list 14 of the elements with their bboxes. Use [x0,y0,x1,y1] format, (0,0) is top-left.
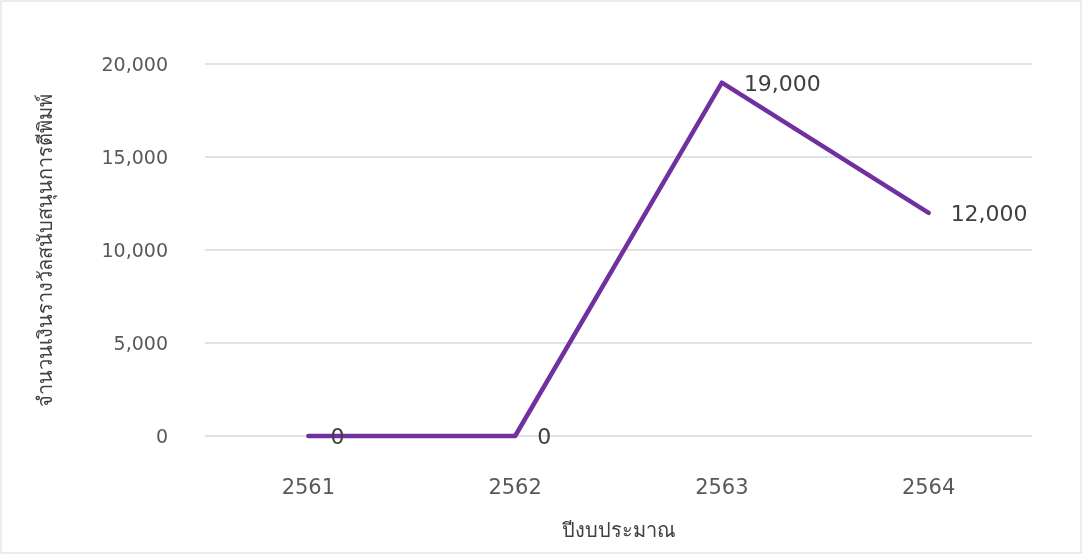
y-axis-title: จำนวนเงินรางวัลสนับสนุนการตีพิมพ์ [33,93,58,407]
x-tick-label: 2561 [281,475,336,499]
y-tick-label: 10,000 [101,239,168,261]
x-axis-title: ปีงบประมาณ [561,518,676,542]
x-tick-label: 2564 [901,475,956,499]
x-tick-label: 2563 [695,475,749,499]
data-label: 19,000 [743,70,821,96]
data-label: 0 [537,424,552,449]
y-tick-label: 15,000 [101,146,168,168]
y-tick-label: 0 [155,425,168,447]
x-tick-label: 2562 [488,475,542,499]
y-tick-label: 5,000 [113,332,168,354]
data-label: 12,000 [950,200,1028,226]
y-tick-label: 20,000 [101,53,168,75]
